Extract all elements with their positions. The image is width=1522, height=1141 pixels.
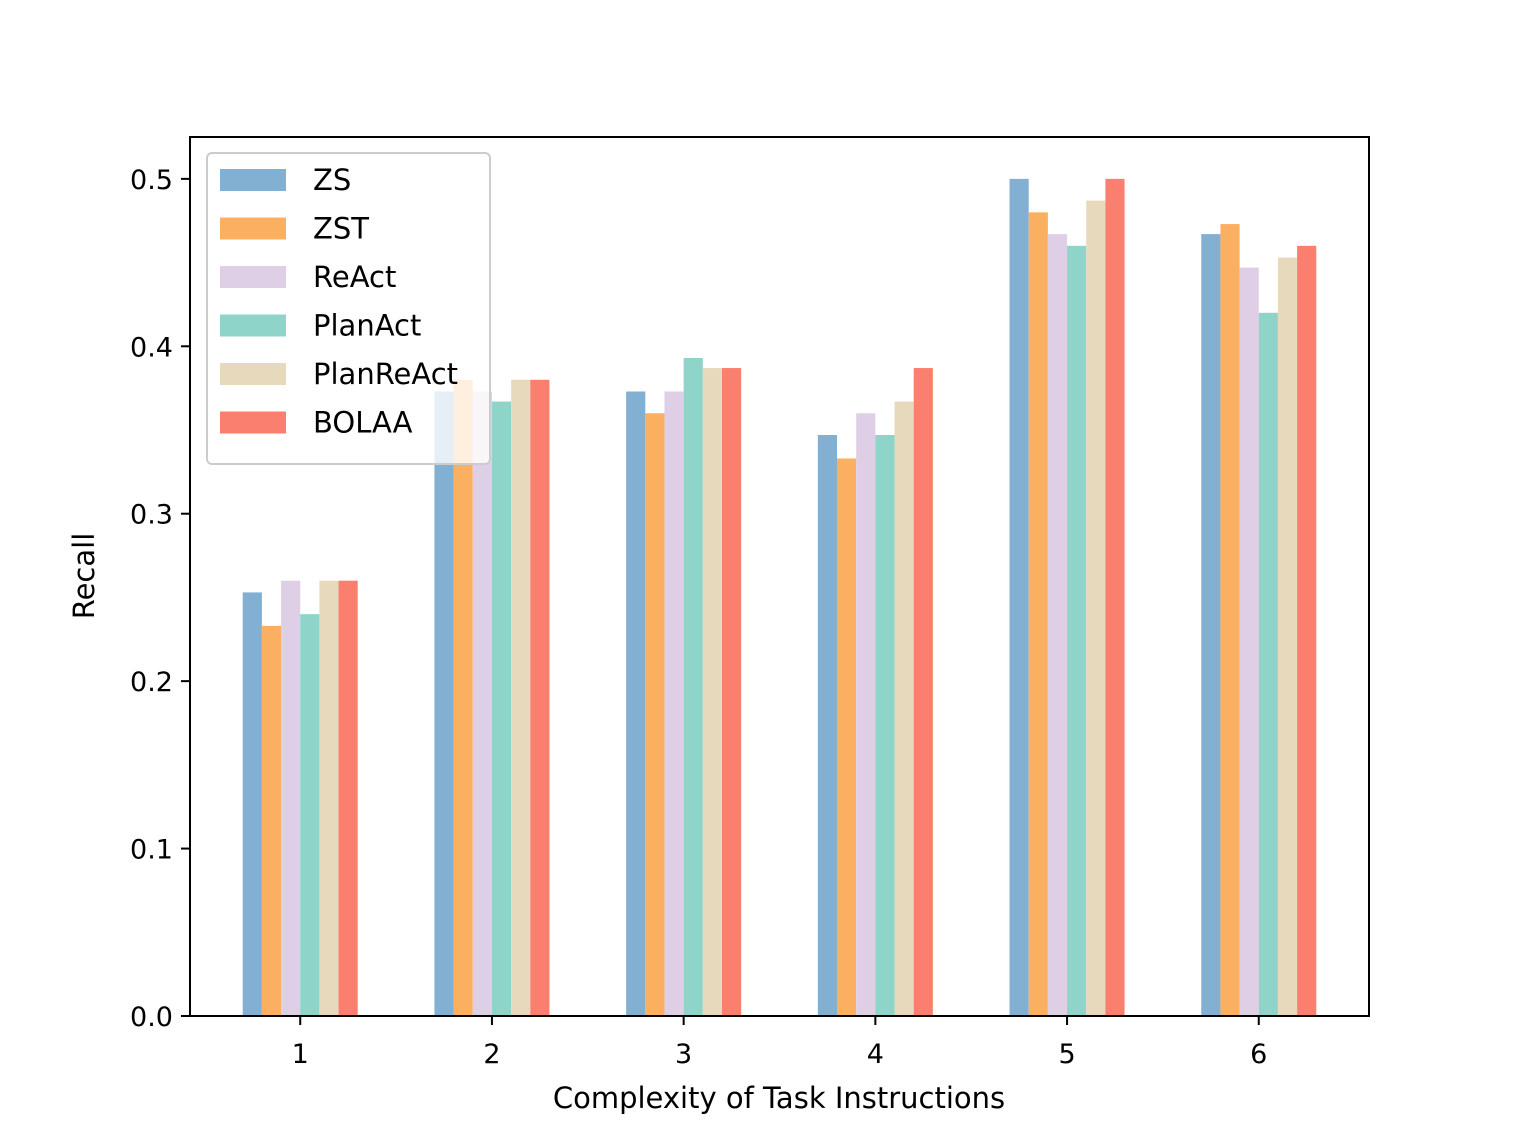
x-tick-label: 6 <box>1250 1039 1267 1070</box>
x-tick-label: 5 <box>1058 1039 1075 1070</box>
legend: ZS ZST ReAct PlanAct PlanReAct BOLAA <box>206 152 491 465</box>
legend-swatch-zst <box>220 217 286 240</box>
bar-zs-4 <box>817 435 838 1016</box>
legend-label-planreact: PlanReAct <box>313 357 458 391</box>
y-tick-label: 0.4 <box>130 332 173 363</box>
bar-planreact-5 <box>1086 200 1106 1016</box>
legend-swatch-planact <box>220 314 286 337</box>
legend-label-react: ReAct <box>313 260 396 294</box>
bar-zs-5 <box>1009 178 1029 1017</box>
y-tick-label: 0.0 <box>130 1002 173 1033</box>
legend-label-bolaa: BOLAA <box>313 406 413 440</box>
bar-zs-3 <box>626 391 646 1016</box>
bar-planreact-2 <box>511 379 531 1016</box>
x-tick-label: 3 <box>675 1039 692 1070</box>
y-tick-label: 0.1 <box>130 835 173 866</box>
x-tick-label: 1 <box>292 1039 309 1070</box>
bar-react-6 <box>1239 267 1259 1017</box>
legend-swatch-planreact <box>220 363 286 385</box>
y-axis-label: Recall <box>67 533 101 620</box>
bar-bolaa-2 <box>530 379 550 1016</box>
bar-zst-4 <box>837 458 857 1017</box>
bar-bolaa-4 <box>913 368 933 1016</box>
legend-label-zst: ZST <box>313 212 369 246</box>
bar-zst-5 <box>1028 212 1048 1017</box>
bar-planact-5 <box>1067 245 1087 1016</box>
y-tick-label: 0.2 <box>130 667 173 698</box>
bar-planreact-4 <box>894 401 914 1016</box>
bar-zs-2 <box>434 391 454 1016</box>
bar-zs-6 <box>1201 234 1221 1017</box>
bar-planact-3 <box>683 358 703 1016</box>
bar-react-3 <box>664 391 684 1016</box>
bar-planreact-1 <box>319 580 339 1016</box>
bar-planact-2 <box>491 401 512 1016</box>
bar-zst-3 <box>645 413 665 1016</box>
legend-label-zs: ZS <box>313 163 351 197</box>
x-axis-label: Complexity of Task Instructions <box>553 1081 1005 1115</box>
x-tick-label: 2 <box>483 1039 500 1070</box>
bar-zst-2 <box>453 379 473 1016</box>
legend-label-planact: PlanAct <box>313 309 421 343</box>
legend-swatch-react <box>220 266 286 288</box>
y-tick-label: 0.5 <box>130 165 173 196</box>
bar-react-5 <box>1047 234 1068 1017</box>
bar-planreact-3 <box>702 368 722 1016</box>
bar-react-1 <box>281 580 301 1016</box>
bar-react-2 <box>472 391 492 1016</box>
plot-frame <box>189 136 1370 1017</box>
bar-zs-1 <box>242 592 262 1016</box>
y-axis: 0.0 0.1 0.2 0.3 0.4 0.5 <box>130 165 190 1033</box>
bar-bolaa-3 <box>721 368 742 1016</box>
bar-planact-6 <box>1258 312 1278 1016</box>
x-tick-label: 4 <box>867 1039 884 1070</box>
bar-bolaa-5 <box>1105 178 1125 1017</box>
legend-swatch-zs <box>220 169 286 191</box>
y-tick-label: 0.3 <box>130 500 173 531</box>
bar-planreact-6 <box>1277 257 1298 1016</box>
bar-bolaa-6 <box>1297 245 1317 1016</box>
bar-planact-1 <box>300 614 320 1016</box>
bar-bolaa-1 <box>338 580 358 1016</box>
bar-zst-1 <box>261 625 282 1016</box>
x-axis: 1 2 3 4 5 6 <box>292 1016 1267 1070</box>
bar-react-4 <box>856 413 876 1016</box>
legend-swatch-bolaa <box>220 411 286 434</box>
bar-zst-6 <box>1220 224 1240 1016</box>
bar-planact-4 <box>875 435 895 1016</box>
bars-layer <box>242 178 1317 1017</box>
